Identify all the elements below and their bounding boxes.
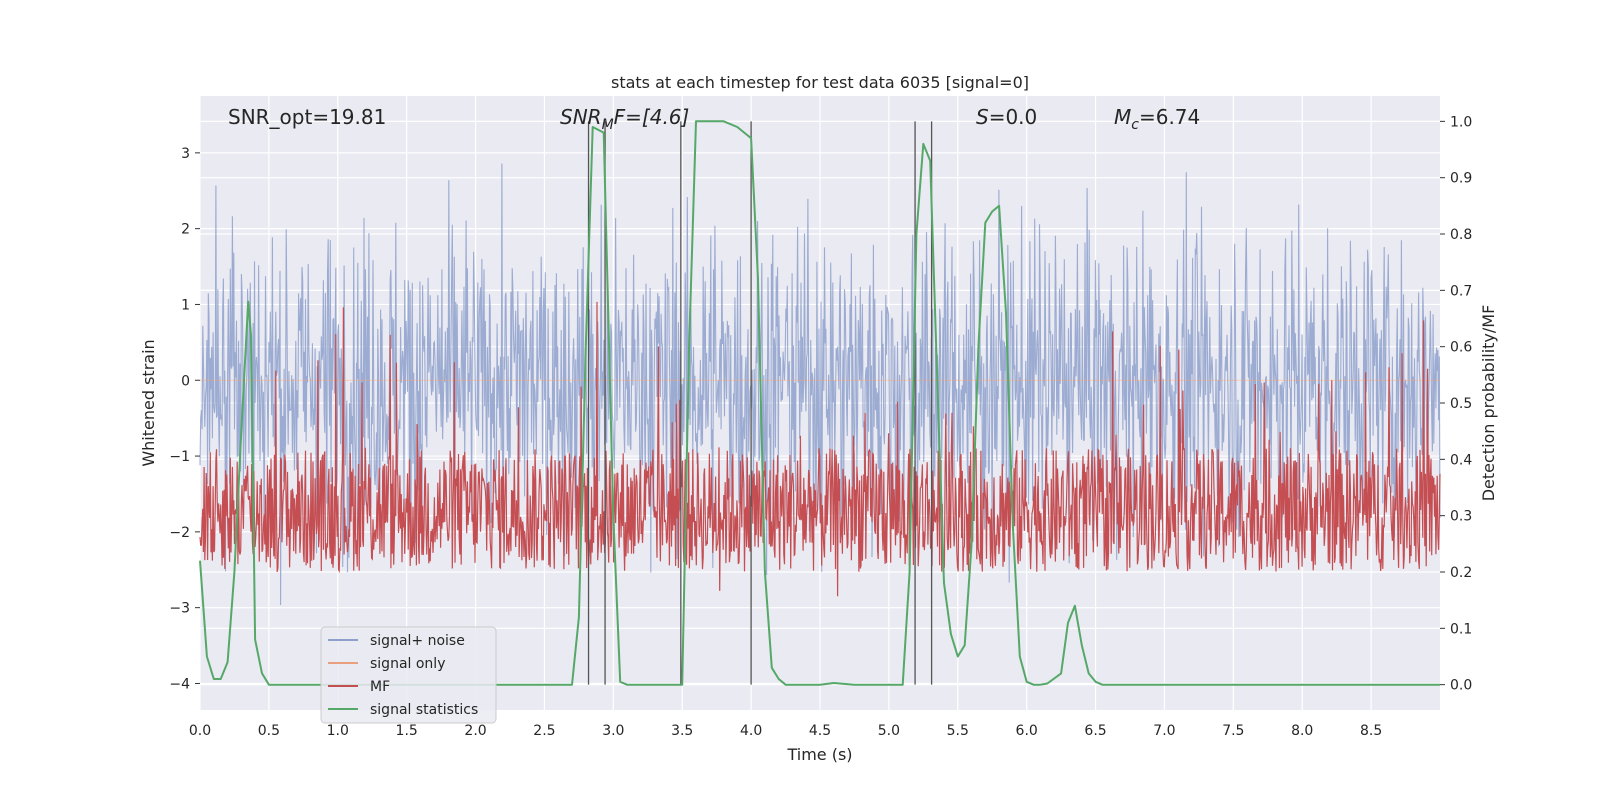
- y-left-axis-ticks: 3 2 1 0 −1 −2 −3 −4: [169, 146, 200, 692]
- y-right-tick-label-8: 0.2: [1450, 565, 1472, 581]
- legend-label-signal-noise: signal+ noise: [370, 633, 465, 649]
- x-axis-label: Time (s): [786, 745, 852, 764]
- annotation-snr-opt: SNR_opt=19.81: [228, 105, 386, 129]
- x-tick-label-6: 3.0: [602, 723, 624, 739]
- x-tick-label-5: 2.5: [533, 723, 555, 739]
- y-right-tick-label-0: 1.0: [1450, 114, 1472, 130]
- series-signal-statistics: [199, 120, 1440, 686]
- legend-label-mf: MF: [370, 679, 390, 695]
- x-tick-label-10: 5.0: [878, 723, 900, 739]
- series-mf: [199, 301, 1441, 597]
- chart-title: stats at each timestep for test data 603…: [611, 73, 1029, 92]
- y-left-tick-label-1: 2: [181, 222, 190, 238]
- y-left-tick-label-2: 1: [181, 297, 190, 313]
- x-tick-label-2: 1.0: [327, 723, 349, 739]
- x-tick-label-16: 8.0: [1291, 723, 1313, 739]
- plot-content: [199, 120, 1441, 686]
- y-right-tick-label-4: 0.6: [1450, 340, 1472, 356]
- y-right-tick-label-1: 0.9: [1450, 171, 1472, 187]
- x-tick-label-12: 6.0: [1016, 723, 1038, 739]
- x-tick-label-17: 8.5: [1360, 723, 1382, 739]
- annotation-s-symbol: S: [976, 105, 989, 129]
- annotation-mc: Mc=6.74: [1114, 105, 1200, 133]
- annotation-s-value: =0.0: [989, 105, 1038, 129]
- x-tick-label-7: 3.5: [671, 723, 693, 739]
- x-tick-label-3: 1.5: [396, 723, 418, 739]
- x-tick-label-4: 2.0: [464, 723, 486, 739]
- y-left-tick-label-7: −4: [169, 676, 190, 692]
- annotation-s: S=0.0: [976, 105, 1037, 129]
- x-tick-label-15: 7.5: [1222, 723, 1244, 739]
- y-right-tick-label-2: 0.8: [1450, 227, 1472, 243]
- annotation-mc-symbol: M: [1114, 105, 1131, 129]
- legend-box: [320, 626, 497, 724]
- y-right-tick-label-9: 0.1: [1450, 621, 1472, 637]
- y-left-tick-label-0: 3: [181, 146, 190, 162]
- x-tick-label-8: 4.0: [740, 723, 762, 739]
- x-tick-label-14: 7.0: [1153, 723, 1175, 739]
- y-right-tick-label-5: 0.5: [1450, 396, 1472, 412]
- annotation-snr-mf-symbol: SNR: [560, 105, 602, 129]
- y-right-tick-label-7: 0.3: [1450, 509, 1472, 525]
- annotation-snr-mf-subscript: M: [602, 117, 614, 133]
- legend-label-signal-statistics: signal statistics: [370, 702, 478, 718]
- y-right-tick-label-6: 0.4: [1450, 452, 1472, 468]
- y-right-tick-label-3: 0.7: [1450, 283, 1472, 299]
- x-tick-label-9: 4.5: [809, 723, 831, 739]
- y-right-tick-label-10: 0.0: [1450, 678, 1472, 694]
- x-tick-label-1: 0.5: [258, 723, 280, 739]
- y-left-tick-label-3: 0: [181, 373, 190, 389]
- x-tick-label-13: 6.5: [1084, 723, 1106, 739]
- legend-label-signal-only: signal only: [370, 656, 445, 672]
- annotation-mc-value: =6.74: [1139, 105, 1200, 129]
- x-axis-ticks: 0.0 0.5 1.0 1.5 2.0 2.5 3.0 3.5 4.0 4.5 5.0 5.5 6.0 6…: [189, 723, 1382, 739]
- y-right-axis-label: Detection probability/MF: [1479, 305, 1498, 502]
- y-left-axis-label: Whitened strain: [139, 339, 158, 466]
- y-right-axis-ticks: 1.0 0.9 0.8 0.7 0.6 0.5 0.4 0.3 0.2 0.1 0.0: [1440, 114, 1472, 694]
- y-left-tick-label-6: −3: [169, 601, 190, 617]
- annotation-snr-mf-value: F=[4.6]: [614, 105, 690, 129]
- annotation-mc-subscript: c: [1131, 117, 1139, 133]
- legend: signal+ noise signal only MF signal stat…: [320, 626, 497, 724]
- y-left-tick-label-5: −2: [169, 525, 190, 541]
- x-tick-label-11: 5.5: [947, 723, 969, 739]
- annotation-snr-mf: SNRMF=[4.6]: [560, 105, 689, 133]
- y-left-tick-label-4: −1: [169, 449, 190, 465]
- x-tick-label-0: 0.0: [189, 723, 211, 739]
